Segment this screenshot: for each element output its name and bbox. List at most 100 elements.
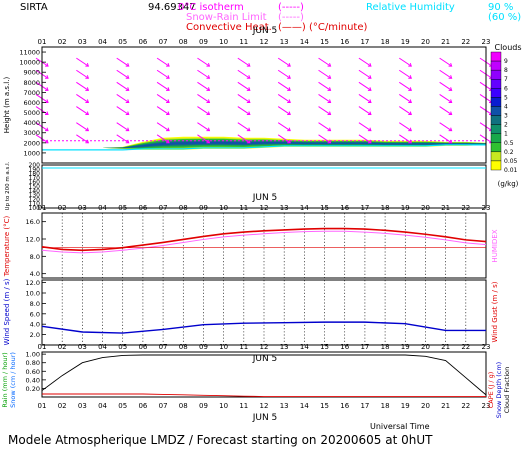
wind-arrow xyxy=(398,122,412,132)
legend-zero-isotherm-sym: (-----) xyxy=(278,2,304,13)
top-hour-label: 23 xyxy=(482,38,491,46)
wind-arrow xyxy=(318,106,331,115)
lower-height-tick-label: 140 xyxy=(29,188,41,195)
temp-hour-label: 14 xyxy=(300,204,309,212)
temp-hour-label: 18 xyxy=(381,204,390,212)
lower-height-axis-label: Up to 200 m a.s.l. xyxy=(5,161,11,210)
wind-arrow-head xyxy=(206,99,211,103)
wind-tick-label: 6.0 xyxy=(30,310,40,318)
wind-arrow xyxy=(197,69,210,79)
wind-arrow-head xyxy=(125,99,130,103)
wind-arrow xyxy=(76,134,89,144)
colorbar-level-label: 0.5 xyxy=(504,140,514,147)
wind-arrow-head xyxy=(448,99,453,103)
precip-tick-label: 0.60 xyxy=(26,368,40,376)
height-tick-label: 5000 xyxy=(23,109,40,117)
bottom-hour-label: 04 xyxy=(98,402,107,410)
wind-arrow xyxy=(197,134,210,144)
bottom-hour-label: 12 xyxy=(260,402,269,410)
wind-arrow xyxy=(358,81,372,91)
wind-arrow xyxy=(439,69,452,79)
temperature-axis-label: Temperature (°C) xyxy=(3,216,11,278)
wind-arrow-head xyxy=(85,87,90,91)
wind-arrow-head xyxy=(246,62,251,67)
wind-hour-label: 04 xyxy=(98,343,107,351)
wind-arrow-head xyxy=(246,99,251,103)
temp-hour-label: 04 xyxy=(98,204,107,212)
wind-arrow-head xyxy=(367,127,372,132)
bottom-hour-label: 06 xyxy=(138,402,147,410)
wind-arrow xyxy=(237,134,251,144)
wind-arrow-head xyxy=(206,139,211,144)
top-hour-label: 08 xyxy=(179,38,188,46)
wind-arrow-head xyxy=(45,111,49,116)
temp-hour-label: 06 xyxy=(138,204,147,212)
wind-arrow-head xyxy=(367,111,372,116)
temp-tick-label: 8.0 xyxy=(30,253,40,261)
wind-arrow xyxy=(76,122,89,132)
wind-arrow xyxy=(358,134,372,144)
temp-hour-label: 01 xyxy=(38,204,47,212)
bottom-hour-label: 21 xyxy=(441,402,450,410)
wind-arrow xyxy=(318,57,331,67)
wind-arrow xyxy=(398,81,412,91)
wind-hour-label: 11 xyxy=(239,343,248,351)
wind-arrow xyxy=(116,134,130,144)
wind-arrow xyxy=(277,134,291,144)
site-name: SIRTA xyxy=(20,2,48,13)
temp-hour-label: 16 xyxy=(340,204,349,212)
temperature-series-line xyxy=(41,230,487,254)
height-tick-label: 6000 xyxy=(23,99,40,107)
wind-hour-label: 22 xyxy=(461,343,470,351)
wind-arrow-head xyxy=(166,87,170,91)
height-tick-label: 11000 xyxy=(19,49,40,57)
wind-arrow-head xyxy=(125,111,130,116)
top-hour-label: 10 xyxy=(219,38,228,46)
wind-arrow xyxy=(277,106,291,115)
wind-arrow-head xyxy=(287,127,291,132)
wind-arrow xyxy=(358,122,372,132)
precip-tick-label: 0.80 xyxy=(26,359,40,367)
wind-arrow-head xyxy=(246,127,251,132)
lower-height-tick-label: 180 xyxy=(29,171,41,178)
wind-arrow-head xyxy=(246,111,251,116)
rh90-line xyxy=(42,144,486,151)
colorbar-level-label: 6 xyxy=(504,85,508,92)
wind-arrow xyxy=(439,122,452,132)
bottom-hour-label: 05 xyxy=(118,402,127,410)
temp-tick-label: 4.0 xyxy=(30,270,40,278)
wind-tick-label: 8.0 xyxy=(30,300,40,308)
wind-tick-label: 12.0 xyxy=(26,279,40,287)
wind-arrow-head xyxy=(206,62,211,67)
wind-arrow xyxy=(237,106,251,115)
colorbar-swatch xyxy=(490,133,502,143)
wind-arrow-head xyxy=(166,75,170,79)
wind-arrow-head xyxy=(206,127,211,132)
cloud-band xyxy=(42,140,486,149)
wind-arrow xyxy=(358,57,372,67)
wind-arrow xyxy=(398,134,412,144)
wind-hour-label: 02 xyxy=(58,343,67,351)
temp-hour-label: 23 xyxy=(482,204,491,212)
wind-arrow xyxy=(237,122,251,132)
wind-arrow-head xyxy=(287,111,291,116)
temp-hour-label: 02 xyxy=(58,204,67,212)
wind-arrow-head xyxy=(85,111,90,116)
wind-arrow xyxy=(156,94,170,103)
model-info: Modele Atmospherique LMDZ / Forecast sta… xyxy=(8,433,433,447)
wind-arrow-head xyxy=(246,75,251,79)
bottom-hour-label: 14 xyxy=(300,402,309,410)
wind-arrow-head xyxy=(125,87,130,91)
wind-arrow xyxy=(116,94,130,103)
wind-arrow xyxy=(277,94,291,103)
wind-arrow xyxy=(156,122,170,132)
wind-arrow-head xyxy=(327,111,332,116)
colorbar-swatch xyxy=(490,160,502,171)
wind-arrow xyxy=(116,106,130,115)
legend-zero-isotherm: 0°C isotherm xyxy=(178,2,244,13)
lower-height-panel-frame xyxy=(41,164,487,209)
colorbar-swatch xyxy=(490,79,502,89)
wind-hour-label: 07 xyxy=(159,343,168,351)
top-hour-label: 19 xyxy=(401,38,410,46)
top-hour-label: 12 xyxy=(260,38,269,46)
